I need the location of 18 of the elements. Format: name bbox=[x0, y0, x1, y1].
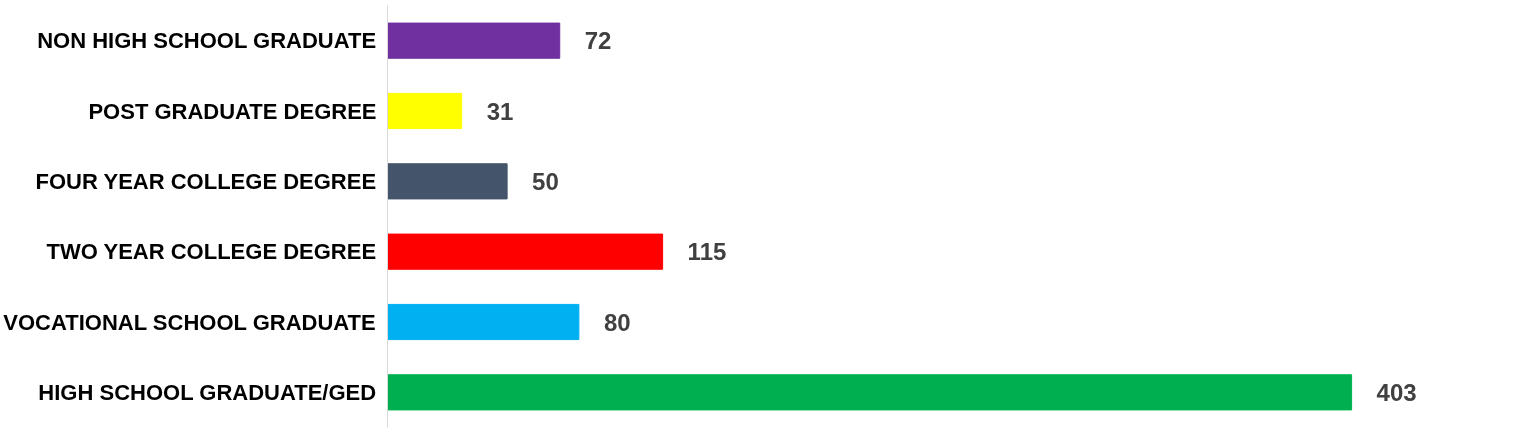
y-tick-label: HIGH SCHOOL GRADUATE/GED bbox=[38, 379, 377, 405]
bar bbox=[387, 22, 561, 59]
y-tick-label: POST GRADUATE DEGREE bbox=[88, 98, 377, 124]
y-tick-label: NON HIGH SCHOOL GRADUATE bbox=[37, 28, 377, 54]
data-label: 72 bbox=[584, 27, 612, 55]
bar bbox=[387, 233, 664, 270]
y-tick-label: TWO YEAR COLLEGE DEGREE bbox=[46, 239, 377, 265]
bar bbox=[387, 303, 580, 341]
data-label: 80 bbox=[603, 308, 631, 336]
data-label: 403 bbox=[1376, 378, 1417, 406]
data-label: 50 bbox=[532, 167, 559, 195]
bar bbox=[387, 163, 508, 200]
bar bbox=[387, 92, 463, 130]
data-label: 115 bbox=[687, 238, 727, 266]
y-tick-label: FOUR YEAR COLLEGE DEGREE bbox=[35, 168, 377, 194]
data-label: 31 bbox=[486, 97, 514, 125]
bar bbox=[387, 374, 1353, 411]
y-tick-label: VOCATIONAL SCHOOL GRADUATE bbox=[3, 309, 376, 335]
